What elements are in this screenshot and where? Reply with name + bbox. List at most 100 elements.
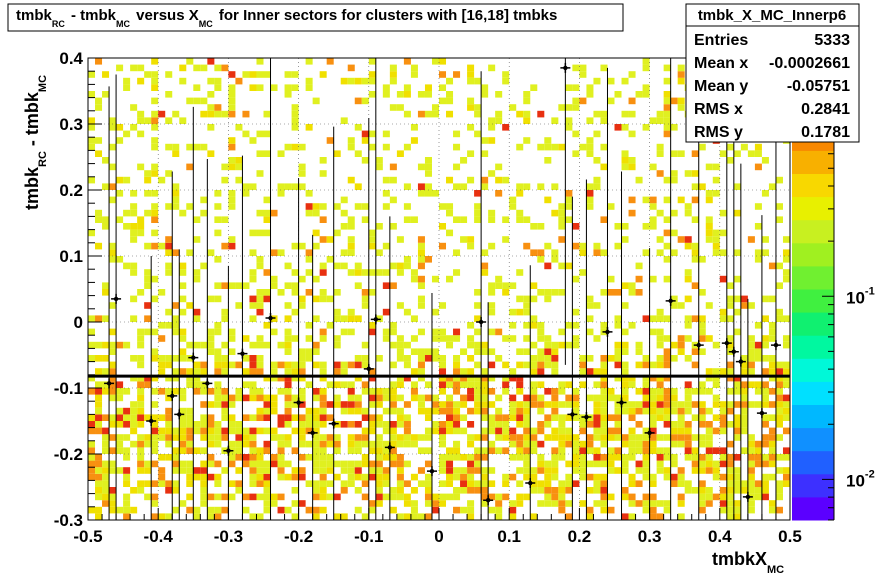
heatmap-cell: [165, 170, 173, 177]
heatmap-cell: [684, 209, 692, 217]
heatmap-cell: [291, 473, 299, 481]
heatmap-cell: [424, 460, 432, 468]
heatmap-cell: [705, 302, 713, 309]
heatmap-cell: [481, 176, 489, 184]
heatmap-cell: [396, 407, 404, 415]
heatmap-cell: [516, 190, 524, 197]
heatmap-cell: [326, 460, 334, 468]
heatmap-cell: [558, 506, 566, 514]
heatmap-cell: [424, 348, 432, 355]
heatmap-cell: [558, 427, 566, 435]
heatmap-cell: [761, 454, 769, 461]
heatmap-cell: [144, 209, 152, 217]
heatmap-cell: [361, 97, 369, 105]
heatmap-cell: [347, 401, 355, 408]
heatmap-cell: [165, 374, 173, 382]
heatmap-cell: [396, 513, 404, 520]
heatmap-cell: [698, 289, 706, 296]
heatmap-cell: [298, 388, 306, 395]
heatmap-cell: [277, 341, 285, 349]
heatmap-cell: [600, 421, 608, 428]
heatmap-cell: [782, 275, 790, 283]
heatmap-cell: [754, 348, 762, 355]
heatmap-cell: [782, 381, 790, 388]
profile-point-marker: [296, 400, 301, 405]
heatmap-cell: [263, 216, 271, 223]
heatmap-cell: [158, 361, 166, 369]
heatmap-cell: [277, 493, 285, 501]
heatmap-cell: [474, 203, 482, 210]
heatmap-cell: [137, 216, 145, 223]
heatmap-cell: [151, 427, 159, 435]
heatmap-cell: [368, 143, 376, 151]
heatmap-cell: [158, 454, 166, 461]
heatmap-cell: [600, 289, 608, 296]
heatmap-cell: [565, 480, 573, 487]
heatmap-cell: [537, 289, 545, 296]
heatmap-cell: [726, 335, 734, 342]
heatmap-cell: [572, 414, 580, 421]
heatmap-cell: [319, 447, 327, 454]
heatmap-cell: [474, 104, 482, 111]
heatmap-cell: [502, 289, 510, 296]
heatmap-cell: [558, 209, 566, 217]
heatmap-cell: [705, 447, 713, 454]
palette-segment: [792, 150, 834, 174]
heatmap-cell: [256, 335, 264, 342]
heatmap-cell: [263, 506, 271, 514]
heatmap-cell: [481, 91, 489, 98]
heatmap-cell: [684, 242, 692, 250]
heatmap-cell: [551, 341, 559, 349]
heatmap-cell: [200, 480, 208, 487]
heatmap-cell: [361, 460, 369, 468]
stats-label: Entries: [694, 32, 748, 49]
heatmap-cell: [446, 394, 454, 402]
heatmap-cell: [193, 315, 201, 322]
heatmap-cell: [656, 467, 664, 474]
heatmap-cell: [460, 506, 468, 514]
heatmap-cell: [649, 216, 657, 223]
heatmap-cell: [193, 361, 201, 369]
heatmap-cell: [151, 71, 159, 78]
heatmap-cell: [439, 361, 447, 369]
heatmap-cell: [123, 84, 131, 91]
heatmap-cell: [123, 480, 131, 487]
heatmap-cell: [375, 388, 383, 395]
heatmap-cell: [572, 308, 580, 316]
heatmap-cell: [431, 348, 439, 355]
heatmap-cell: [221, 388, 229, 395]
heatmap-cell: [137, 229, 145, 237]
heatmap-cell: [495, 414, 503, 421]
heatmap-cell: [179, 447, 187, 454]
heatmap-cell: [403, 440, 411, 448]
heatmap-cell: [361, 388, 369, 395]
heatmap-cell: [389, 341, 397, 349]
heatmap-cell: [523, 302, 531, 309]
y-axis-label: tmbkRC - tmbkMC: [22, 75, 49, 210]
heatmap-cell: [642, 500, 650, 507]
heatmap-cell: [382, 427, 390, 435]
heatmap-cell: [340, 361, 348, 369]
heatmap-cell: [502, 414, 510, 421]
heatmap-cell: [698, 493, 706, 501]
heatmap-cell: [572, 394, 580, 402]
heatmap-cell: [375, 414, 383, 421]
heatmap-cell: [677, 493, 685, 501]
heatmap-cell: [530, 84, 538, 91]
heatmap-cell: [705, 427, 713, 435]
heatmap-cell: [326, 493, 334, 501]
heatmap-cell: [684, 427, 692, 435]
heatmap-cell: [488, 361, 496, 369]
heatmap-cell: [347, 381, 355, 388]
heatmap-cell: [761, 157, 769, 164]
heatmap-cell: [298, 401, 306, 408]
heatmap-cell: [670, 401, 678, 408]
heatmap-cell: [319, 216, 327, 223]
heatmap-cell: [467, 473, 475, 481]
heatmap-cell: [389, 407, 397, 415]
heatmap-cell: [312, 427, 320, 435]
heatmap-cell: [719, 150, 727, 157]
heatmap-cell: [340, 315, 348, 322]
heatmap-cell: [663, 401, 671, 408]
heatmap-cell: [705, 335, 713, 342]
